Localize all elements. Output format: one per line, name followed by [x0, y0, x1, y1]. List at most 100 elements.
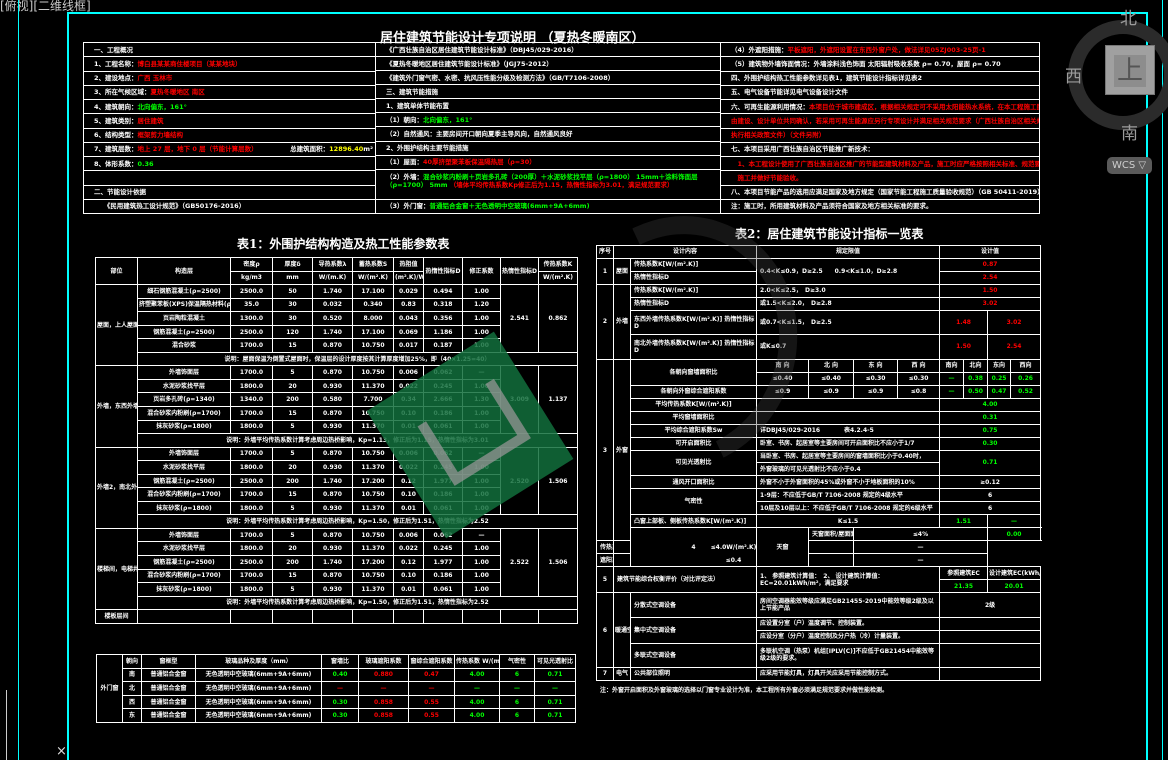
table-cell: 0.187 [423, 338, 463, 353]
notes-text: 北向偏东，161° [423, 115, 473, 124]
notes-text: （墙体平均传热系数Kp修正后为1.15，热惰性指标为3.01，满足规范要求） [449, 180, 674, 189]
notes-line: 五、电气设备节能详见电气设备设计文件 [721, 86, 1039, 100]
table-cell: 西向 [1010, 358, 1042, 373]
table-cell: 7 [596, 666, 614, 682]
notes-line: 《建筑外门窗气密、水密、抗风压性能分级及检测方法》（GB/T7106-2008） [376, 71, 720, 86]
table-cell: 普通铝合金窗 [141, 708, 196, 723]
table-cell [500, 609, 539, 624]
notes-line: 七、本项目采用广西壮族自治区节能推广新技术： [721, 143, 1039, 157]
table-cell: 设计建筑EC(kWh/m²) [987, 566, 1042, 581]
notes-column: 一、工程概况 1、工程名称： 博白县某某商住楼项目（某某地块） 2、建设地点： 广西 玉… [84, 43, 376, 213]
table-cell: 设计值 [939, 245, 1042, 259]
table-cell [939, 629, 1042, 644]
table-cell: 6 [499, 667, 535, 683]
table-cell: 5 [272, 500, 313, 516]
table-cell: 15 [272, 487, 313, 502]
table-cell: 6 [499, 694, 535, 710]
table-cell: 无色透明中空玻璃(6mm+9A+6mm) [195, 708, 322, 723]
table-cell: 5 [272, 419, 313, 435]
table-row: 东普通铝合金窗 无色透明中空玻璃(6mm+9A+6mm) 0.30 0.858 0.55… [97, 708, 576, 723]
table-cell: 东 向 [853, 358, 899, 373]
table-cell: 0.494 [423, 284, 463, 299]
table-cell: 遮阳系数SC [596, 553, 614, 568]
table-cell: 1800.0 [230, 378, 273, 394]
table-cell: — [462, 527, 501, 543]
notes-text: 夏热冬暖地区 南区 [150, 88, 205, 97]
table-cell: 1.740 [312, 473, 353, 489]
table-cell: ≤0.9 [808, 384, 855, 399]
table-row: 说明：外墙平均传热系数计算考虑周边热桥影响，Kp=1.50，修正后为1.51，热… [96, 514, 578, 529]
table-cell: 10层及10层以上：不应低于GB/T 7106-2008 规定的6级水平 [756, 501, 941, 516]
notes-text: 平板遮阳，外遮阳设置在东西外窗户处，做法详见05ZJ003-25页-1 [787, 45, 986, 54]
table-cell: 东西外墙传热系数K[W/(m².K)] 热惰性指标D [629, 309, 758, 336]
table-cell: 4.00 [454, 694, 500, 710]
notes-line: 1、建筑单体节能布置 [376, 99, 720, 114]
table-cell: 1.740 [312, 555, 353, 570]
table-row: 21.35 20.01 [597, 579, 1042, 594]
notes-text: 12896.40 [329, 145, 364, 154]
table-cell [137, 609, 231, 624]
table-cell: 1.186 [423, 324, 463, 340]
notes-text: 二、节能设计依据 [94, 188, 146, 197]
viewport-label[interactable]: [俯视][二维线框] [0, 0, 91, 13]
wcs-dropdown[interactable]: WCS ▽ [1107, 157, 1152, 174]
table-cell: 6 [939, 501, 1042, 516]
table-cell: 6 [499, 708, 535, 723]
table-cell: 1.00 [462, 311, 501, 326]
notes-line: （2）外墙：混合砂浆内粉刷＋页岩多孔砖（200厚）＋水泥砂浆找平层（ρ=1800… [376, 170, 720, 200]
table-row: 屋面，上人屋面 细石钢筋混凝土(ρ=2500) 2500.0 50 1.740 17.10… [95, 284, 578, 367]
table-cell: 20 [272, 460, 313, 475]
table-cell: 南 [122, 667, 142, 683]
table-cell [423, 609, 463, 624]
notes-text: 总建筑面积： [257, 145, 330, 154]
table-cell: 混合砂浆内粉刷(ρ=1700) [137, 568, 231, 584]
table-cell: 1.51 [939, 514, 989, 529]
table-row: 7 电气 公共部位照明 应采用节能灯具，灯具开关应采用节能控制方式。 [596, 666, 1042, 682]
table-row: 可开启面积比 卧室、书房、起居室等主要房间可开启面积比不应小于1/7 0.30 [597, 436, 1042, 451]
notes-text: 北向偏东，161° [137, 102, 187, 111]
notes-text: 地上 27 层，地下 0 层（节能计算层数） [137, 145, 258, 154]
table-cell: 0.930 [312, 419, 353, 435]
table-cell: 30 [272, 297, 313, 313]
table-cell: 1340.0 [230, 392, 273, 407]
table-cell: ≤0.40 [808, 371, 855, 386]
compass-north[interactable]: 北 [1120, 9, 1137, 29]
notes-text: （2）自然通风：主要房间开口朝向夏季主导风向，自然通风良好 [386, 130, 573, 138]
table-cell: 气密性 [499, 654, 535, 669]
table-cell: 21.35 [939, 579, 989, 594]
viewcube-top-face[interactable]: 上 [1105, 45, 1155, 95]
table-cell: 10.750 [352, 568, 394, 584]
table-cell: 各朝向窗墙面积比 [629, 358, 758, 386]
notes-text: 5、建筑类别： [94, 116, 138, 125]
table-cell: — [853, 540, 989, 555]
table-cell [538, 609, 578, 624]
table-cell: 1.740 [312, 324, 353, 340]
compass-west[interactable]: 西 [1065, 67, 1082, 87]
compass-south[interactable]: 南 [1121, 124, 1138, 144]
table-row: 通风开口面积比 外窗不小于外窗面积的45%或外窗不小于地板面积的10% ≥0.12 [597, 475, 1042, 490]
table-cell: 15 [272, 568, 313, 584]
table-cell: — [454, 681, 500, 696]
notes-text: （2）外墙： [386, 172, 424, 181]
table-cell: 0.87 [939, 257, 1042, 272]
table-cell: 0.186 [423, 568, 463, 584]
table-cell: 外门窗 [96, 654, 123, 723]
table-cell: 1、 参照建筑计算值： 2、 设计建筑计算值：EC=20.01kWh/m²，满足… [756, 566, 941, 594]
table-cell: — [408, 681, 455, 696]
table-cell: 0.47 [987, 384, 1012, 399]
table-cell: 1800.0 [230, 460, 273, 475]
table-cell: 11.370 [352, 500, 394, 516]
frame-left-outer [18, 0, 19, 760]
table-cell: ≤0.4 [612, 553, 855, 568]
notes-line: 8、体形系数： 0.36 [84, 157, 375, 172]
table-cell: 传热系数K [538, 257, 578, 272]
table-cell: — [987, 514, 1042, 529]
notes-text: 《建筑外门窗气密、水密、抗风压性能分级及检测方法》（GB/T7106-2008） [386, 73, 615, 82]
table-row: 遮阳系数SC≤0.4— [596, 553, 1041, 568]
table-cell: 1-9层：不应低于GB/T 7106-2008 规定的4级水平 [756, 488, 941, 503]
table-cell: W/(m².K) [538, 270, 578, 286]
table-cell: 建筑节能综合权衡评价（对比评定法） [612, 566, 758, 594]
table-row: 集中式空调设备 应设置分室（户）温度调节、控制装置。 [597, 616, 1042, 644]
